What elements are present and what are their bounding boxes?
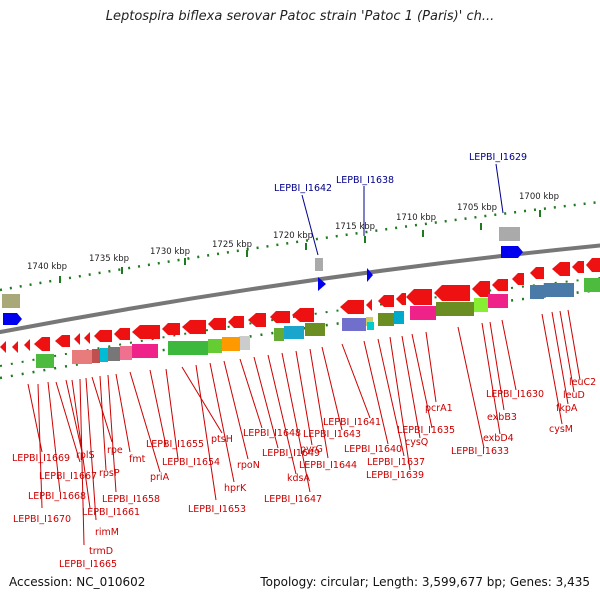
kbp-label: 1705 kbp: [457, 203, 497, 213]
feature-block: [315, 258, 323, 271]
feature-label: LEPBI_I1638: [336, 175, 394, 186]
kbp-label: 1720 kbp: [273, 231, 313, 241]
gene-label: LEPBI_I1661: [82, 507, 140, 518]
kbp-label: 1700 kbp: [519, 192, 559, 202]
gene-arrows: [0, 258, 600, 353]
feature-label: LEPBI_I1629: [469, 152, 527, 163]
gene-label: leuD: [563, 390, 585, 401]
gene-label: LEPBI_I1669: [12, 453, 70, 464]
gene-label: rimM: [95, 527, 119, 538]
gene-label: pcrA1: [425, 403, 453, 414]
kbp-label: 1740 kbp: [27, 262, 67, 272]
gene-label: rplS: [76, 450, 95, 461]
gene-label: LEPBI_I1630: [486, 389, 544, 400]
gene-label: rpsP: [99, 468, 120, 479]
gene-label: LEPBI_I1640: [344, 444, 402, 455]
gene-label: LEPBI_I1648: [243, 428, 301, 439]
gene-leader-lines: [27, 309, 581, 546]
gene-label: fmt: [129, 454, 146, 465]
gene-label: LEPBI_I1643: [303, 429, 361, 440]
feature-arrow: [3, 313, 22, 325]
gene-label: exbB3: [487, 412, 517, 423]
feature-block: [499, 227, 520, 241]
gene-label: priA: [150, 472, 170, 483]
gene-label: exbD4: [483, 433, 514, 444]
gene-label: LEPBI_I1658: [102, 494, 160, 505]
gene-label: LEPBI_I1644: [299, 460, 357, 471]
kbp-label: 1725 kbp: [212, 240, 252, 250]
gene-label: cysM: [549, 424, 573, 435]
gene-label: LEPBI_I1670: [13, 514, 71, 525]
gene-label: LEPBI_I1641: [323, 417, 381, 428]
feature-arrow: [501, 246, 523, 258]
gene-label: rpoN: [237, 460, 260, 471]
gene-label: hprK: [224, 483, 247, 494]
gene-label: kdsA: [287, 473, 310, 484]
gene-label: LEPBI_I1655: [146, 439, 204, 450]
gene-label: LEPBI_I1654: [162, 457, 220, 468]
scale-ring: [0, 200, 600, 292]
kbp-label: 1710 kbp: [396, 213, 436, 223]
gene-label: trmD: [89, 546, 113, 557]
scale-ticks: [59, 210, 541, 283]
scale-labels: 1740 kbp 1735 kbp 1730 kbp 1725 kbp 1720…: [27, 192, 559, 272]
gene-label: LEPBI_I1665: [59, 559, 117, 570]
gene-label: pyrG: [300, 444, 323, 455]
gene-label: LEPBI_I1633: [451, 446, 509, 457]
kbp-label: 1715 kbp: [335, 222, 375, 232]
gene-label: LEPBI_I1635: [397, 425, 455, 436]
cog-blocks: [36, 278, 600, 368]
gene-label: LEPBI_I1667: [39, 471, 97, 482]
top-features: LEPBI_I1642 LEPBI_I1638 LEPBI_I1629: [2, 152, 527, 325]
feature-arrow: [367, 268, 373, 282]
gene-label: LEPBI_I1639: [366, 470, 424, 481]
gene-label: cysQ: [405, 437, 428, 448]
gene-label: LEPBI_I1637: [367, 457, 425, 468]
genome-summary: Topology: circular; Length: 3,599,677 bp…: [260, 575, 590, 589]
kbp-label: 1735 kbp: [89, 254, 129, 264]
gene-labels: LEPBI_I1669 rplS LEPBI_I1667 LEPBI_I1668…: [12, 377, 596, 570]
gene-label: LEPBI_I1647: [264, 494, 322, 505]
feature-label: LEPBI_I1642: [274, 183, 332, 194]
gene-label: LEPBI_I1653: [188, 504, 246, 515]
gene-label: LEPBI_I1649: [262, 448, 320, 459]
gene-label: ptsH: [211, 434, 233, 445]
gene-label: LEPBI_I1668: [28, 491, 86, 502]
accession-label: Accession: NC_010602: [9, 575, 146, 589]
kbp-label: 1730 kbp: [150, 247, 190, 257]
gene-label: rpe: [107, 445, 123, 456]
feature-block: [2, 294, 20, 308]
gene-label: leuC2: [569, 377, 596, 388]
map-title: Leptospira biflexa serovar Patoc strain …: [105, 9, 495, 24]
gene-label: fkpA: [556, 403, 578, 414]
feature-arrow: [318, 277, 326, 291]
